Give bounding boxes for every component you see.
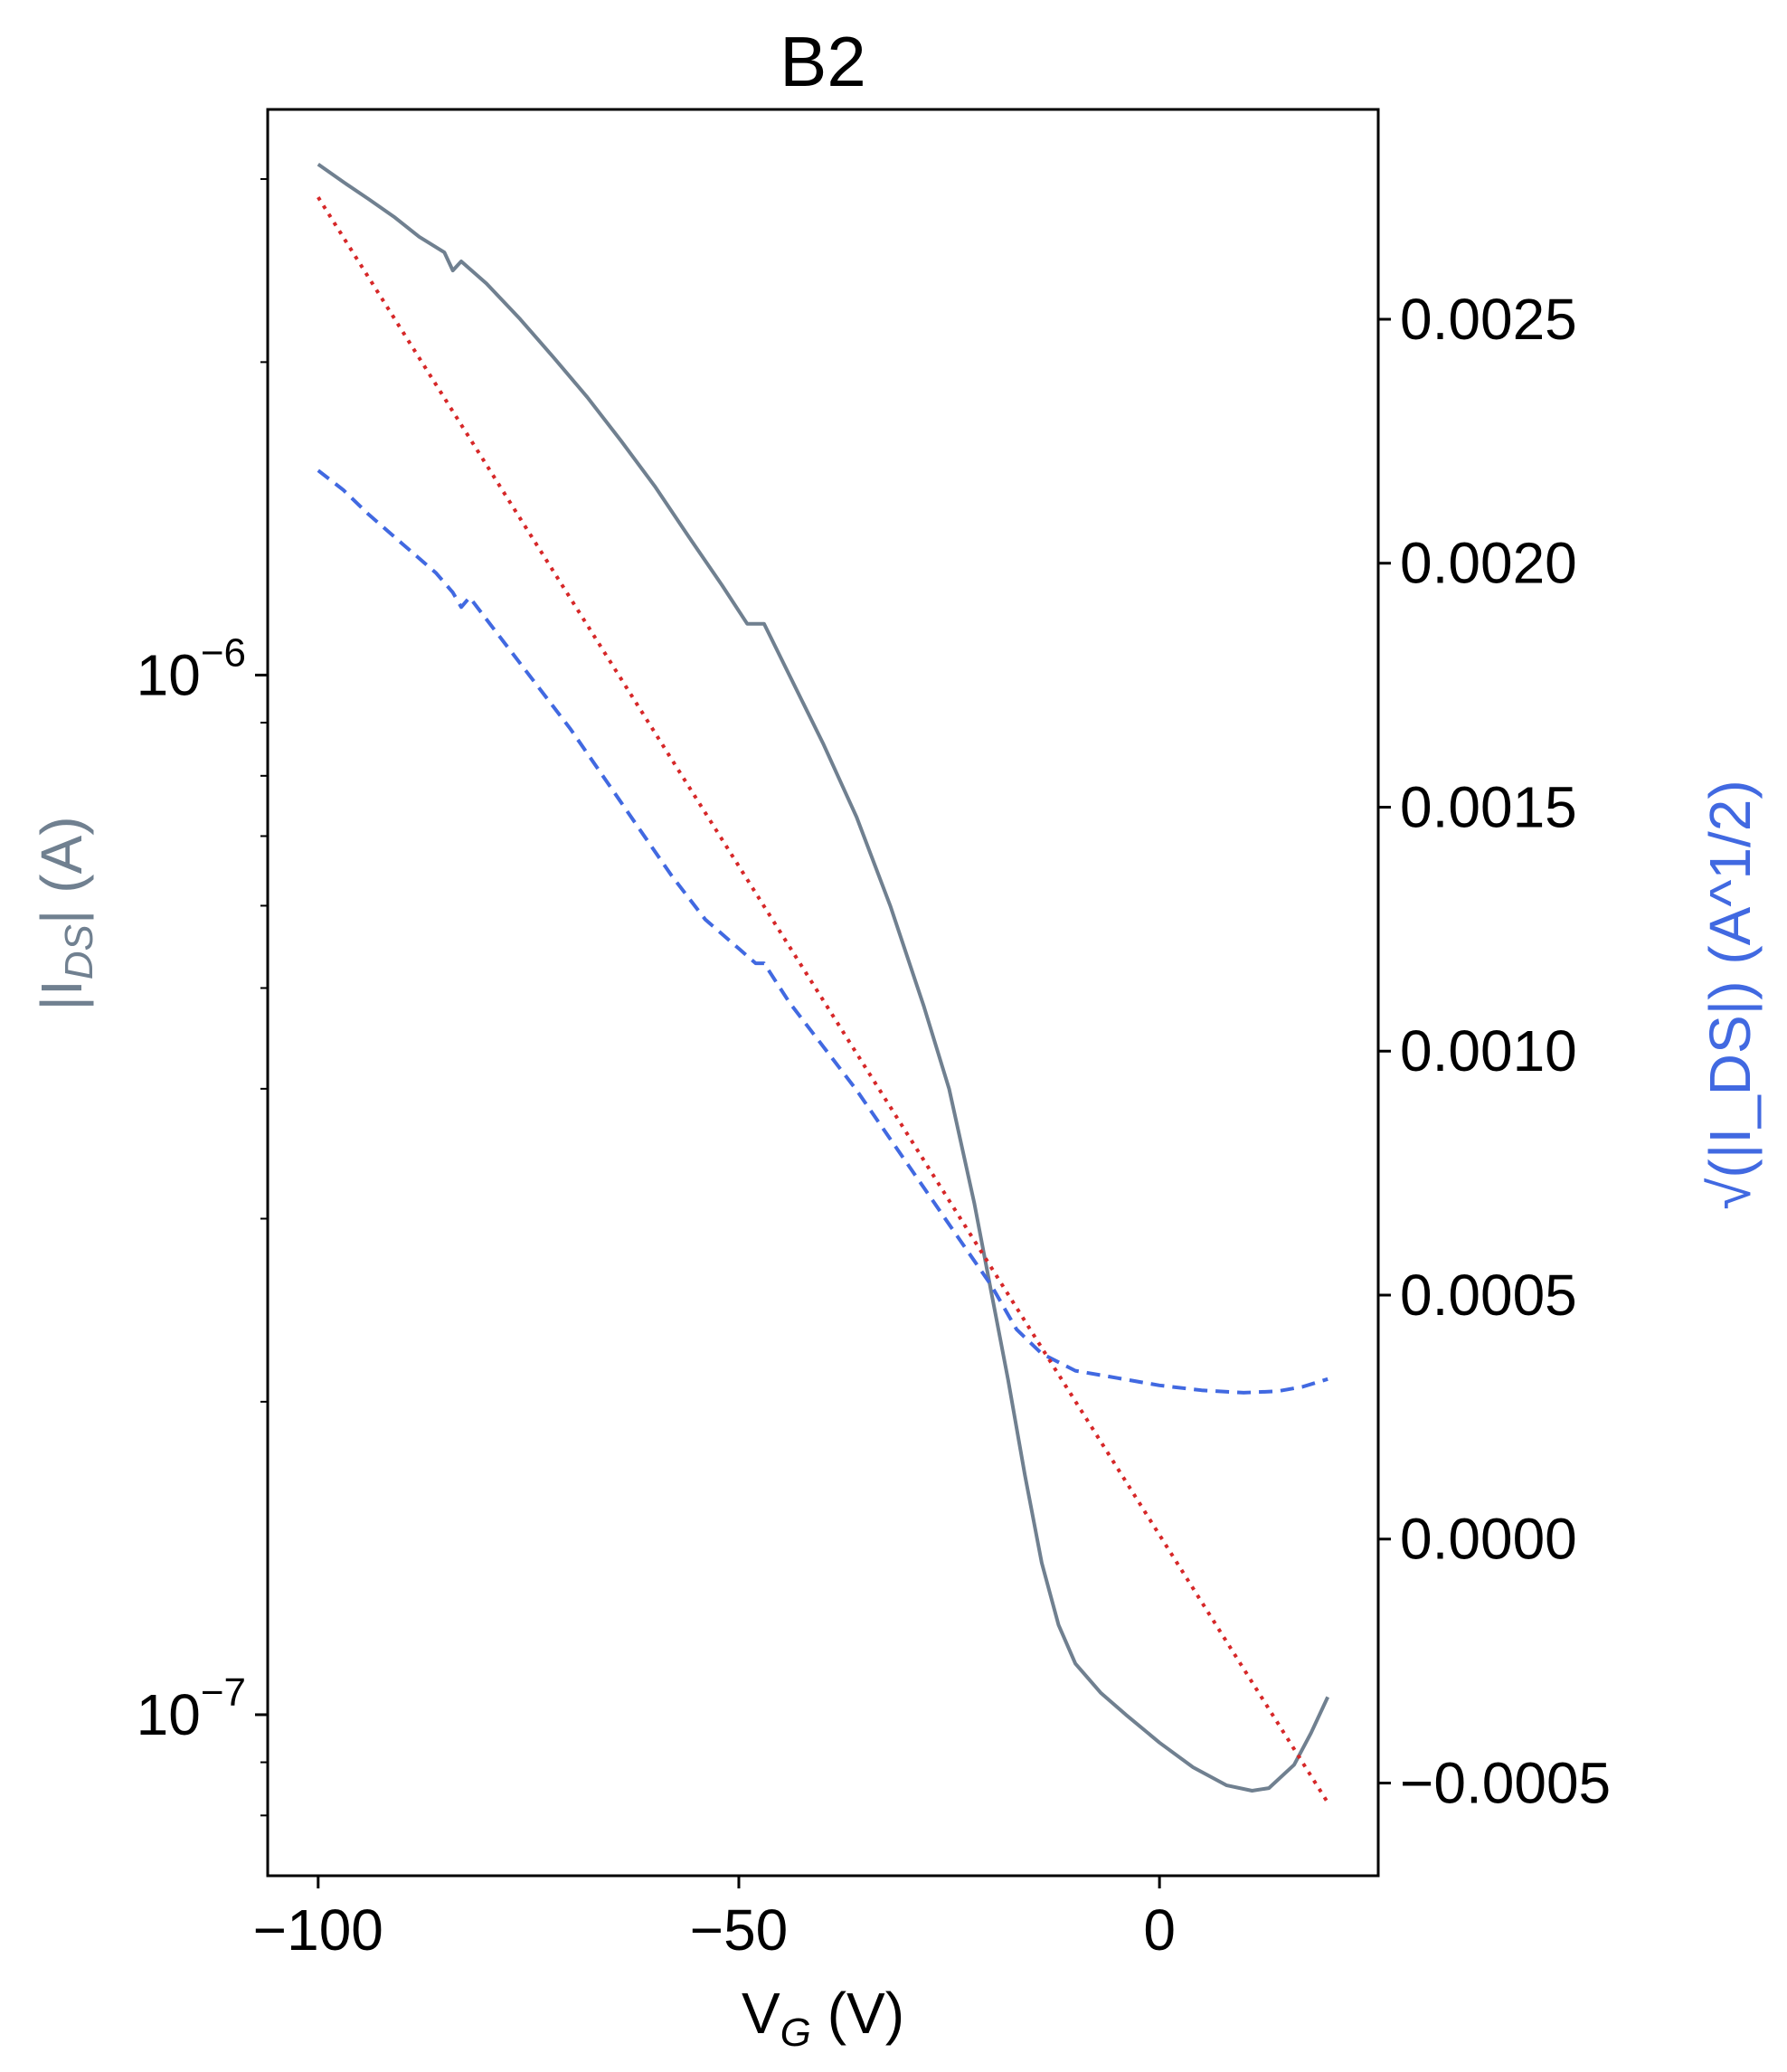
chart-title: B2: [780, 22, 865, 101]
y-left-tick-exponent: −7: [201, 1670, 246, 1715]
series-layer: [317, 162, 1330, 1804]
series-line-0: [317, 162, 1330, 1793]
y-right-axis-label-text: √(|I_DS|) (A^1/2): [1697, 780, 1763, 1209]
x-axis-label-unit: (V): [811, 1981, 904, 2046]
y-left-tick-exponent: −6: [201, 630, 246, 675]
y-right-tick-label: 0.0025: [1400, 287, 1577, 352]
x-tick-label: −100: [253, 1897, 383, 1963]
y-right-axis-label: √(|I_DS|) (A^1/2): [1697, 780, 1763, 1209]
ticks-layer: −100 −50 010−710−60.00250.00200.00150.0010…: [137, 177, 1611, 1963]
y-left-tick-label: 10−6: [137, 630, 246, 707]
y-right-tick-label: 0.0020: [1400, 531, 1577, 596]
y-right-tick-label: 0.0005: [1400, 1263, 1577, 1328]
y-left-tick-label: 10−7: [137, 1670, 246, 1747]
x-axis-label: VG (V): [742, 1981, 904, 2055]
series-line-2: [317, 196, 1329, 1804]
y-right-tick-label: 0.0015: [1400, 774, 1577, 839]
y-right-tick-label: 0.0010: [1400, 1018, 1577, 1083]
y-right-tick-label: −0.0005: [1400, 1750, 1611, 1815]
x-tick-label: −50: [690, 1897, 789, 1963]
y-left-axis-label: |IDS| (A): [29, 816, 101, 1010]
x-axis-label-base: V: [742, 1981, 780, 2046]
y-left-tick-base: 10: [137, 1682, 201, 1747]
y-right-tick-label: 0.0000: [1400, 1507, 1577, 1572]
y-left-label-prefix: |I: [29, 979, 94, 1010]
x-axis-label-sub: G: [780, 2011, 811, 2055]
plot-frame: [266, 108, 1380, 1878]
series-line-1: [317, 468, 1328, 1395]
x-tick-label: 0: [1143, 1897, 1176, 1963]
y-left-label-suffix: | (A): [29, 816, 94, 924]
y-left-axis-label-text: |IDS| (A): [29, 816, 101, 1010]
y-left-tick-base: 10: [137, 642, 201, 707]
y-left-label-sub: DS: [57, 924, 101, 979]
